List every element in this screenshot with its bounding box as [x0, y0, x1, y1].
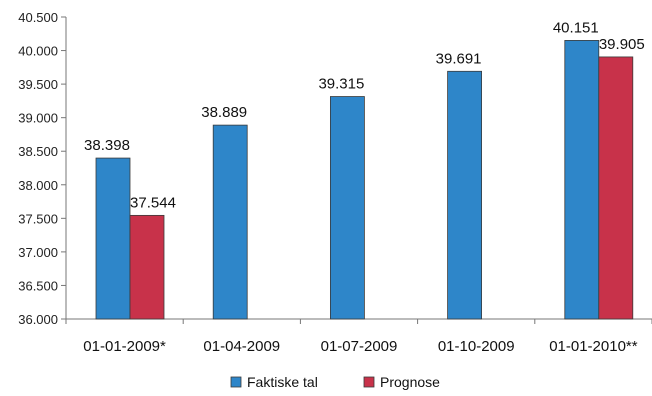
x-tick-label: 01-07-2009: [321, 338, 398, 355]
bar-faktiske: [447, 70, 483, 320]
bar-faktiske: [212, 124, 248, 320]
bar-prognose: [129, 214, 165, 320]
legend: Faktiske tal Prognose: [230, 374, 440, 390]
data-label: 39.905: [599, 36, 645, 53]
y-tick-label: 37.500: [18, 211, 58, 226]
y-tick-label: 40.000: [18, 44, 58, 59]
bar-prognose: [598, 56, 634, 320]
bar-faktiske: [564, 40, 600, 320]
x-tick-label: 01-04-2009: [203, 338, 280, 355]
y-tick-label: 38.000: [18, 178, 58, 193]
data-label: 38.889: [201, 104, 247, 121]
x-tick-label: 01-01-2010**: [549, 338, 638, 355]
legend-swatch: [230, 376, 242, 388]
legend-item-prognose: Prognose: [363, 374, 440, 390]
data-label: 39.315: [318, 76, 364, 93]
y-tick-label: 36.000: [18, 312, 58, 327]
x-tick-label: 01-01-2009*: [83, 338, 166, 355]
bar-faktiske: [95, 157, 131, 320]
y-tick-label: 37.000: [18, 245, 58, 260]
y-tick-label: 36.500: [18, 278, 58, 293]
data-label: 38.398: [84, 137, 130, 154]
x-tick-label: 01-10-2009: [438, 338, 515, 355]
y-tick-label: 39.000: [18, 111, 58, 126]
bars: [95, 40, 634, 320]
y-tick-label: 38.500: [18, 144, 58, 159]
data-label: 39.691: [436, 50, 482, 67]
bar-faktiske: [329, 96, 365, 320]
data-label: 37.544: [130, 194, 176, 211]
legend-swatch: [363, 376, 375, 388]
x-axis: 01-01-2009* 01-04-2009 01-07-2009 01-10-200…: [65, 319, 652, 355]
legend-item-faktiske: Faktiske tal: [230, 374, 318, 390]
legend-label: Faktiske tal: [247, 374, 318, 390]
legend-label: Prognose: [380, 374, 440, 390]
data-label: 40.151: [553, 19, 599, 36]
y-axis: 36.000 36.500 37.000 37.500 38.000 38.500 39.0…: [18, 10, 66, 327]
y-tick-label: 40.500: [18, 10, 58, 25]
y-tick-label: 39.500: [18, 77, 58, 92]
data-labels: 38.398 38.889 39.315 39.691 40.151 37.544 39.9…: [84, 19, 645, 211]
